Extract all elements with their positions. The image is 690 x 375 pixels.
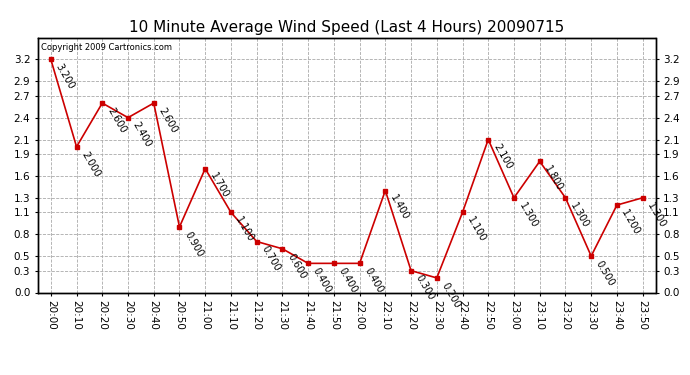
Text: 0.400: 0.400 xyxy=(337,266,359,295)
Text: 0.700: 0.700 xyxy=(259,244,282,273)
Text: 0.500: 0.500 xyxy=(594,259,616,288)
Text: 1.100: 1.100 xyxy=(465,215,488,244)
Text: 1.300: 1.300 xyxy=(645,201,668,230)
Text: 2.000: 2.000 xyxy=(79,150,102,178)
Title: 10 Minute Average Wind Speed (Last 4 Hours) 20090715: 10 Minute Average Wind Speed (Last 4 Hou… xyxy=(129,20,564,35)
Text: 0.200: 0.200 xyxy=(440,281,462,310)
Text: 0.300: 0.300 xyxy=(414,273,436,302)
Text: 1.100: 1.100 xyxy=(234,215,256,244)
Text: 1.800: 1.800 xyxy=(542,164,565,193)
Text: 1.200: 1.200 xyxy=(620,208,642,237)
Text: 0.400: 0.400 xyxy=(362,266,385,295)
Text: 0.900: 0.900 xyxy=(182,230,205,258)
Text: 1.400: 1.400 xyxy=(388,193,411,222)
Text: 2.400: 2.400 xyxy=(131,120,153,149)
Text: 2.600: 2.600 xyxy=(157,106,179,135)
Text: 0.400: 0.400 xyxy=(311,266,333,295)
Text: Copyright 2009 Cartronics.com: Copyright 2009 Cartronics.com xyxy=(41,43,172,52)
Text: 1.300: 1.300 xyxy=(517,201,539,230)
Text: 2.100: 2.100 xyxy=(491,142,513,171)
Text: 2.600: 2.600 xyxy=(105,106,128,135)
Text: 0.600: 0.600 xyxy=(285,252,308,280)
Text: 1.700: 1.700 xyxy=(208,171,230,200)
Text: 3.200: 3.200 xyxy=(54,62,76,91)
Text: 1.300: 1.300 xyxy=(569,201,591,230)
